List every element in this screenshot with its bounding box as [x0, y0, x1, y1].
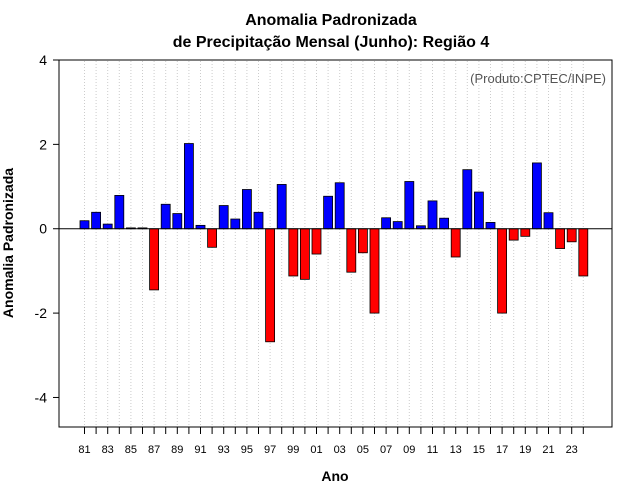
bar-2008: [392, 221, 403, 230]
bar-2017: [497, 228, 508, 314]
chart-subtitle: de Precipitação Mensal (Junho): Região 4: [173, 34, 490, 51]
bar-2019: [520, 228, 531, 237]
bar-2009: [404, 181, 415, 230]
y-tick-label: -4: [35, 389, 48, 405]
y-tick-label: 0: [39, 221, 47, 237]
x-tick-label: 81: [78, 444, 90, 456]
bar-2024: [578, 228, 589, 277]
bar-2004: [346, 228, 357, 273]
bar-2005: [357, 228, 368, 254]
bar-2016: [485, 222, 496, 230]
bar-1981: [79, 220, 90, 230]
bar-2018: [508, 228, 519, 241]
x-tick-label: 99: [287, 444, 299, 456]
bar-2012: [439, 217, 450, 230]
x-tick-label: 83: [102, 444, 114, 456]
x-axis: 81 83 85 87 89 91 93 95 97 99 01 03 05 07 09 11 13 15 17 19…: [78, 427, 584, 456]
bar-1990: [183, 143, 194, 230]
bar-1988: [160, 203, 171, 230]
y-tick-label: 4: [39, 52, 47, 68]
bar-2014: [462, 169, 473, 230]
bar-2003: [334, 182, 345, 230]
bar-1992: [207, 228, 218, 248]
bar-2022: [555, 228, 565, 249]
bar-2006: [369, 228, 380, 314]
grid-layer: [84, 61, 584, 426]
x-tick-label: 87: [148, 444, 160, 456]
x-tick-label: 89: [171, 444, 183, 456]
bar-1993: [218, 205, 229, 230]
bar-1987: [149, 228, 160, 291]
x-tick-label: 11: [427, 444, 438, 456]
bar-2001: [311, 228, 322, 255]
x-axis-label: Ano: [321, 468, 348, 484]
bar-1997: [265, 228, 276, 343]
bar-layer: [79, 143, 589, 343]
bar-2000: [299, 228, 310, 280]
bar-1983: [102, 223, 113, 230]
bar-2013: [450, 228, 461, 258]
bar-2011: [427, 200, 438, 230]
bar-1984: [114, 195, 125, 230]
bar-1996: [253, 211, 264, 230]
bar-2021: [543, 212, 554, 230]
y-tick-label: -2: [35, 305, 48, 321]
x-tick-label: 15: [473, 444, 485, 456]
credit-annotation: (Produto:CPTEC/INPE): [470, 71, 606, 86]
bar-1989: [172, 213, 183, 230]
x-tick-label: 95: [241, 444, 253, 456]
bar-1994: [230, 218, 241, 230]
x-tick-label: 09: [403, 444, 415, 456]
x-tick-label: 85: [125, 444, 137, 456]
y-tick-label: 2: [39, 136, 47, 152]
x-tick-label: 01: [310, 444, 322, 456]
x-tick-label: 21: [542, 444, 554, 456]
y-axis-label: Anomalia Padronizada: [0, 168, 16, 318]
plot-frame: [58, 59, 613, 428]
bar-2015: [473, 191, 484, 230]
bar-1982: [91, 211, 101, 230]
x-tick-label: 93: [218, 444, 230, 456]
bar-1998: [276, 184, 287, 230]
bar-2020: [532, 162, 542, 230]
x-tick-label: 19: [519, 444, 531, 456]
x-tick-label: 13: [450, 444, 462, 456]
x-tick-label: 17: [496, 444, 508, 456]
bar-2023: [566, 228, 577, 243]
bar-1991: [195, 224, 206, 230]
bar-1999: [288, 228, 299, 277]
y-axis: -4 -2 0 2 4: [35, 52, 59, 405]
x-tick-label: 07: [380, 444, 392, 456]
bar-2002: [323, 195, 334, 230]
x-tick-label: 97: [264, 444, 276, 456]
x-tick-label: 23: [566, 444, 578, 456]
chart-title: Anomalia Padronizada: [245, 12, 417, 29]
x-tick-label: 05: [357, 444, 369, 456]
x-tick-label: 91: [194, 444, 206, 456]
bar-1995: [241, 189, 252, 230]
x-tick-label: 03: [334, 444, 346, 456]
bar-2007: [381, 217, 392, 230]
